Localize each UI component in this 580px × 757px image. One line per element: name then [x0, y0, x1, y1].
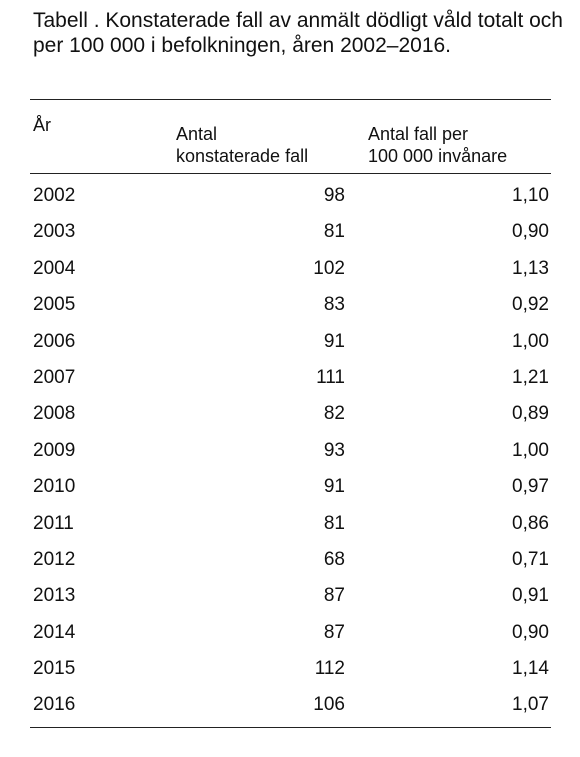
table-body: 2002 98 1,10 2003 81 0,90 2004 102 1,13 2005 83 0,9… [30, 174, 551, 727]
cell-count: 82 [323, 403, 345, 425]
cell-count: 111 [316, 366, 345, 388]
data-table: År Antal konstaterade fall Antal fall pe… [30, 99, 551, 728]
cell-rate: 0,90 [512, 221, 549, 243]
cell-rate: 1,00 [512, 330, 549, 352]
cell-rate: 0,86 [512, 512, 549, 534]
table-row: 2016 106 1,07 [30, 687, 551, 723]
cell-count: 106 [313, 694, 345, 716]
table-header: År Antal konstaterade fall Antal fall pe… [30, 100, 551, 173]
table-row: 2006 91 1,00 [30, 324, 551, 360]
header-rate-line2: 100 000 invånare [368, 146, 508, 166]
cell-year: 2008 [33, 403, 76, 425]
cell-count: 81 [323, 221, 345, 243]
table-row: 2002 98 1,10 [30, 178, 551, 214]
cell-year: 2015 [33, 658, 76, 680]
cell-rate: 0,89 [512, 403, 549, 425]
cell-count: 87 [323, 585, 345, 607]
cell-year: 2009 [33, 439, 76, 461]
table-row: 2012 68 0,71 [30, 542, 551, 578]
table-row: 2011 81 0,86 [30, 506, 551, 542]
header-rate-line1: Antal fall per [368, 124, 469, 144]
cell-year: 2011 [33, 512, 74, 534]
cell-year: 2005 [33, 294, 76, 316]
table-row: 2004 102 1,13 [30, 251, 551, 287]
cell-rate: 1,00 [512, 439, 549, 461]
table-row: 2003 81 0,90 [30, 214, 551, 250]
cell-rate: 0,71 [512, 548, 549, 570]
table-row: 2015 112 1,14 [30, 651, 551, 687]
cell-rate: 0,92 [512, 294, 549, 316]
cell-year: 2013 [33, 585, 76, 607]
cell-count: 83 [323, 294, 345, 316]
cell-rate: 1,21 [512, 366, 549, 388]
cell-year: 2012 [33, 548, 76, 570]
table-row: 2007 111 1,21 [30, 360, 551, 396]
cell-year: 2016 [33, 694, 76, 716]
header-count: Antal konstaterade fall [176, 123, 308, 167]
cell-count: 102 [313, 257, 345, 279]
cell-rate: 1,07 [512, 694, 549, 716]
cell-count: 68 [323, 548, 345, 570]
cell-year: 2004 [33, 257, 76, 279]
table-row: 2008 82 0,89 [30, 396, 551, 432]
table-row: 2010 91 0,97 [30, 469, 551, 505]
cell-year: 2002 [33, 185, 76, 206]
table-row: 2013 87 0,91 [30, 578, 551, 614]
cell-count: 93 [323, 439, 345, 461]
cell-year: 2006 [33, 330, 76, 352]
table-row: 2005 83 0,92 [30, 287, 551, 323]
header-year: År [33, 115, 51, 135]
cell-rate: 1,13 [512, 257, 549, 279]
header-rate: Antal fall per 100 000 invånare [368, 123, 507, 167]
header-count-line2: konstaterade fall [176, 146, 309, 166]
table-row: 2014 87 0,90 [30, 615, 551, 651]
cell-rate: 0,90 [512, 621, 549, 643]
table-bottom-rule [30, 726, 551, 728]
cell-year: 2014 [33, 621, 76, 643]
cell-count: 91 [323, 476, 345, 498]
cell-rate: 0,91 [512, 585, 549, 607]
cell-rate: 0,97 [512, 476, 549, 498]
table-header-rule [30, 173, 551, 174]
cell-count: 112 [314, 658, 345, 680]
cell-year: 2007 [33, 366, 76, 388]
cell-rate: 1,10 [512, 185, 549, 206]
cell-year: 2010 [33, 476, 76, 498]
cell-rate: 1,14 [512, 658, 549, 680]
cell-count: 87 [323, 621, 345, 643]
header-count-line1: Antal [176, 124, 218, 144]
cell-year: 2003 [33, 221, 76, 243]
table-top-rule [30, 99, 551, 100]
cell-count: 98 [323, 185, 345, 206]
cell-count: 81 [323, 512, 345, 534]
table-row: 2009 93 1,00 [30, 433, 551, 469]
cell-count: 91 [323, 330, 345, 352]
table-caption: Tabell . Konstaterade fall av anmält död… [33, 9, 563, 57]
